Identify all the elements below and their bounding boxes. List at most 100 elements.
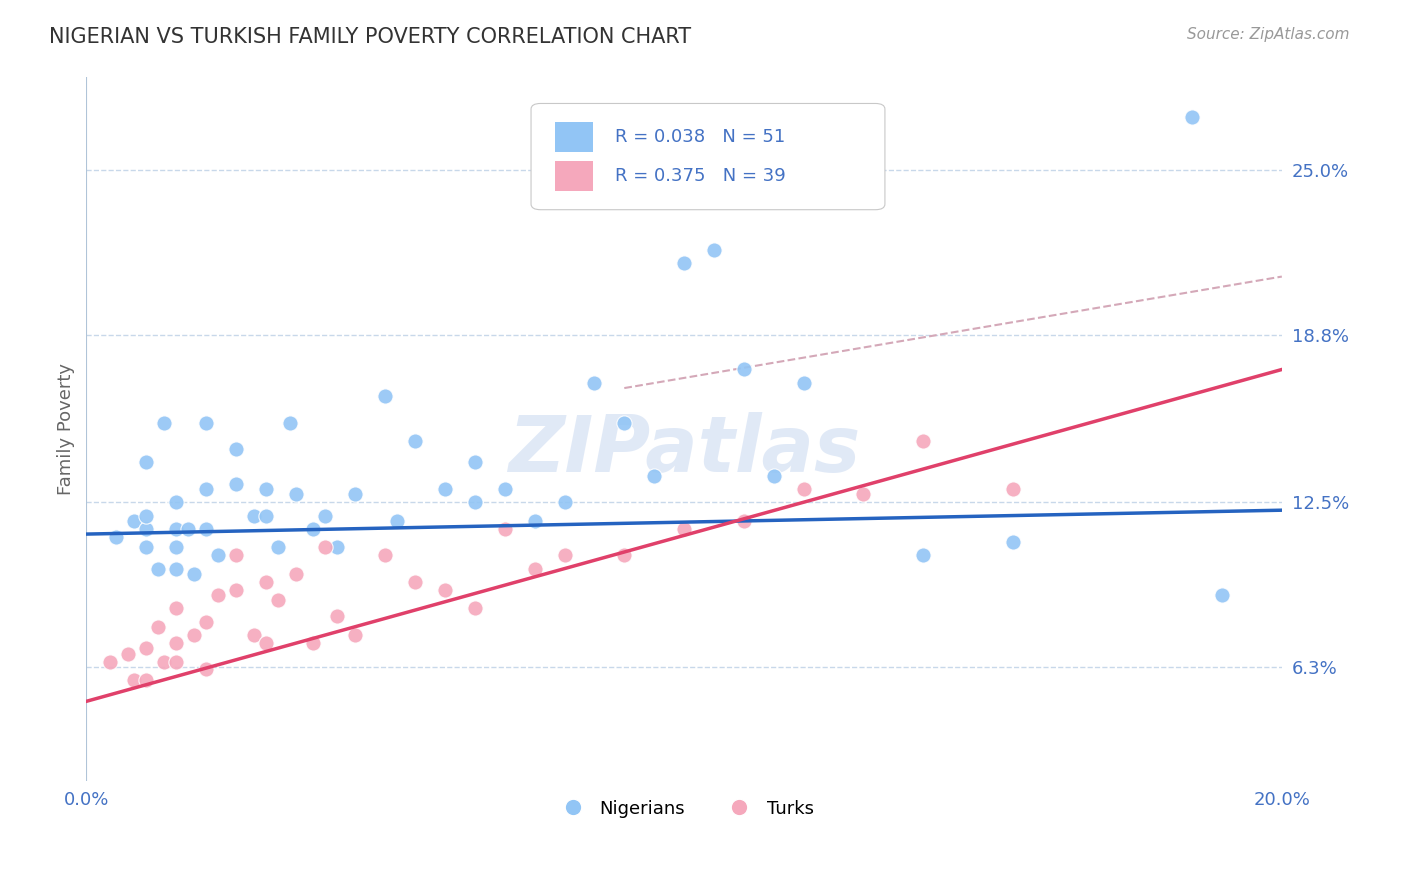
Point <box>242 628 264 642</box>
Point <box>122 673 145 687</box>
Point <box>912 434 935 449</box>
Point <box>1181 110 1204 124</box>
Point <box>225 476 247 491</box>
Text: ZIPatlas: ZIPatlas <box>508 412 860 488</box>
Point <box>284 566 307 581</box>
Point <box>326 609 349 624</box>
Point <box>165 601 187 615</box>
Point <box>326 541 349 555</box>
Point <box>266 593 288 607</box>
Point <box>673 522 696 536</box>
Point <box>523 561 546 575</box>
Point <box>165 561 187 575</box>
Point <box>302 522 325 536</box>
Point <box>494 522 516 536</box>
Text: R = 0.038   N = 51: R = 0.038 N = 51 <box>614 128 785 146</box>
Point <box>404 574 426 589</box>
Point <box>153 655 176 669</box>
Point <box>135 522 157 536</box>
Point <box>673 256 696 270</box>
Point <box>165 541 187 555</box>
Point <box>242 508 264 523</box>
Point <box>135 673 157 687</box>
Point <box>194 615 217 629</box>
Point <box>344 628 367 642</box>
Point <box>762 468 785 483</box>
Point <box>1001 535 1024 549</box>
Point <box>194 416 217 430</box>
Point <box>344 487 367 501</box>
Point <box>433 582 456 597</box>
Point <box>177 522 200 536</box>
Point <box>122 514 145 528</box>
FancyBboxPatch shape <box>555 122 593 152</box>
Point <box>165 655 187 669</box>
Point <box>225 549 247 563</box>
Point <box>433 482 456 496</box>
Point <box>135 541 157 555</box>
Text: Source: ZipAtlas.com: Source: ZipAtlas.com <box>1187 27 1350 42</box>
Point <box>135 508 157 523</box>
Point <box>374 549 396 563</box>
Point <box>613 549 636 563</box>
Point <box>146 561 169 575</box>
Point <box>194 522 217 536</box>
Point <box>135 455 157 469</box>
Point <box>374 389 396 403</box>
Point <box>554 495 576 509</box>
Point <box>1211 588 1233 602</box>
Point <box>183 628 205 642</box>
Point <box>98 655 121 669</box>
Point <box>225 582 247 597</box>
Point <box>284 487 307 501</box>
Y-axis label: Family Poverty: Family Poverty <box>58 363 75 495</box>
Point <box>183 566 205 581</box>
Point <box>554 549 576 563</box>
Legend: Nigerians, Turks: Nigerians, Turks <box>547 792 821 825</box>
Point <box>278 416 301 430</box>
Point <box>1001 482 1024 496</box>
Point <box>146 620 169 634</box>
Point <box>314 541 336 555</box>
Point <box>302 636 325 650</box>
Point <box>207 549 229 563</box>
Point <box>165 522 187 536</box>
Point <box>793 376 815 390</box>
Point <box>194 663 217 677</box>
Point <box>523 514 546 528</box>
Point <box>105 530 128 544</box>
Point <box>912 549 935 563</box>
Point <box>165 636 187 650</box>
Point <box>613 416 636 430</box>
Point <box>117 647 139 661</box>
Point <box>135 641 157 656</box>
Point <box>254 482 277 496</box>
Point <box>464 455 486 469</box>
Point <box>464 495 486 509</box>
Point <box>254 636 277 650</box>
Point <box>165 495 187 509</box>
Point <box>266 541 288 555</box>
Point <box>793 482 815 496</box>
Point <box>254 574 277 589</box>
Text: R = 0.375   N = 39: R = 0.375 N = 39 <box>614 167 786 185</box>
Point <box>404 434 426 449</box>
Text: NIGERIAN VS TURKISH FAMILY POVERTY CORRELATION CHART: NIGERIAN VS TURKISH FAMILY POVERTY CORRE… <box>49 27 692 46</box>
Point <box>733 362 755 376</box>
Point <box>703 243 725 257</box>
Point <box>194 482 217 496</box>
Point <box>314 508 336 523</box>
FancyBboxPatch shape <box>555 161 593 191</box>
Point <box>225 442 247 457</box>
Point <box>254 508 277 523</box>
FancyBboxPatch shape <box>531 103 884 210</box>
Point <box>583 376 606 390</box>
Point <box>207 588 229 602</box>
Point <box>852 487 875 501</box>
Point <box>385 514 408 528</box>
Point <box>733 514 755 528</box>
Point <box>153 416 176 430</box>
Point <box>494 482 516 496</box>
Point <box>643 468 665 483</box>
Point <box>464 601 486 615</box>
